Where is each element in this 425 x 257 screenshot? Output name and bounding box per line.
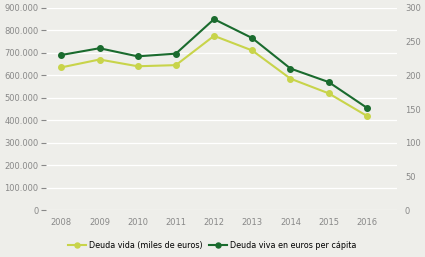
Line: Deuda viva en euros per cápita: Deuda viva en euros per cápita <box>59 16 370 111</box>
Deuda vida (miles de euros) <box>135 65 140 68</box>
Deuda viva en euros per cápita <box>288 67 293 70</box>
Deuda viva en euros per cápita <box>364 106 369 109</box>
Deuda vida (miles de euros) <box>173 63 178 67</box>
Deuda vida (miles de euros) <box>97 58 102 61</box>
Deuda vida (miles de euros) <box>364 114 369 117</box>
Deuda viva en euros per cápita <box>97 47 102 50</box>
Deuda viva en euros per cápita <box>249 36 255 40</box>
Legend: Deuda vida (miles de euros), Deuda viva en euros per cápita: Deuda vida (miles de euros), Deuda viva … <box>65 237 360 253</box>
Deuda vida (miles de euros) <box>326 92 331 95</box>
Deuda vida (miles de euros) <box>59 66 64 69</box>
Line: Deuda vida (miles de euros): Deuda vida (miles de euros) <box>59 33 370 119</box>
Deuda viva en euros per cápita <box>212 18 217 21</box>
Deuda vida (miles de euros) <box>212 34 217 37</box>
Deuda vida (miles de euros) <box>249 49 255 52</box>
Deuda viva en euros per cápita <box>326 80 331 84</box>
Deuda viva en euros per cápita <box>59 53 64 57</box>
Deuda viva en euros per cápita <box>135 55 140 58</box>
Deuda vida (miles de euros) <box>288 77 293 80</box>
Deuda viva en euros per cápita <box>173 52 178 55</box>
